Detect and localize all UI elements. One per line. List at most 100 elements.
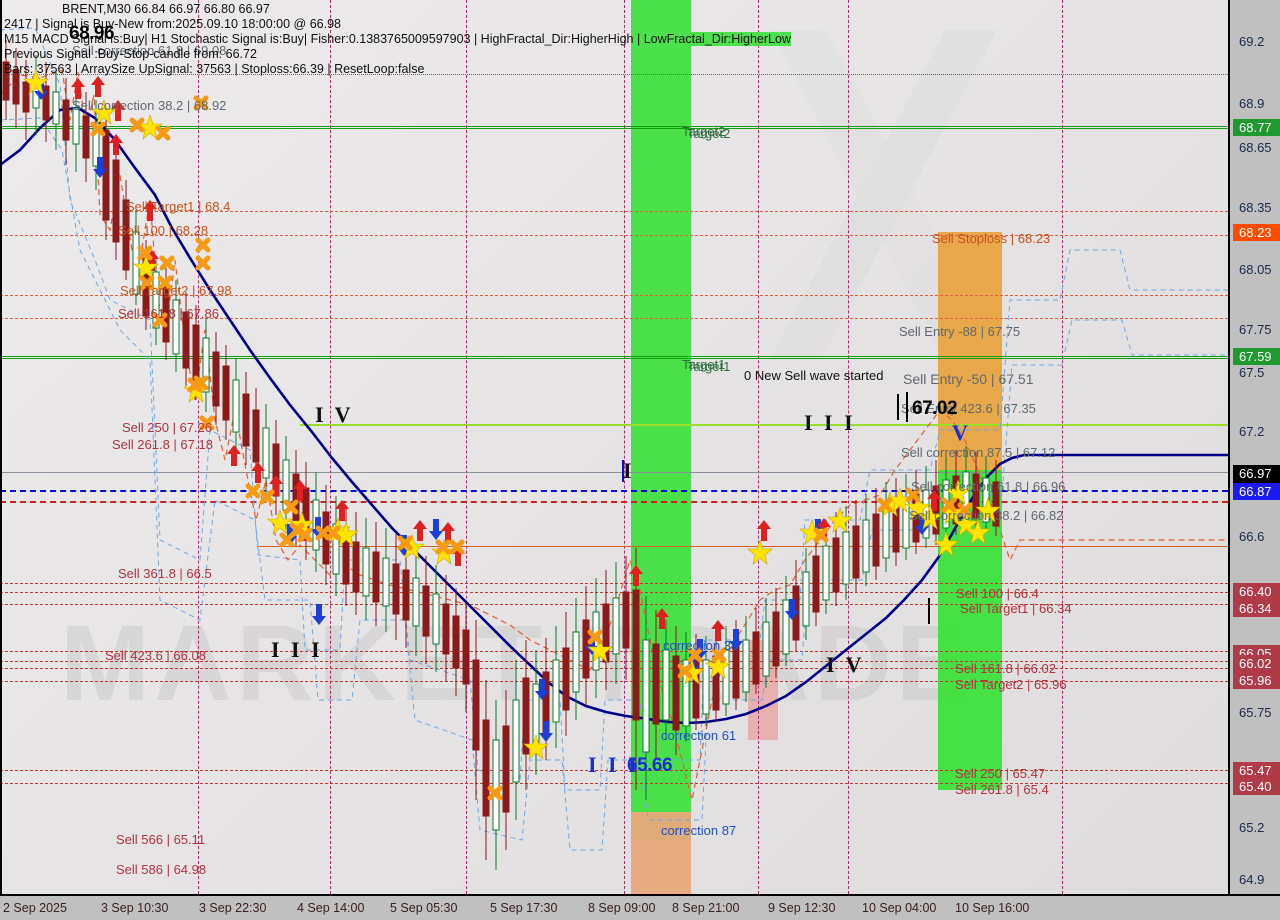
time-axis[interactable]: 2 Sep 2025 3 Sep 10:30 3 Sep 22:30 4 Sep…	[0, 894, 1280, 920]
level-line-66-40	[0, 592, 1228, 593]
annotation-target1-dup: Target1	[687, 359, 731, 374]
day-separator	[198, 0, 199, 894]
level-line-68-77	[0, 126, 1228, 129]
level-label-left: Sell correction 38.2 | 68.92	[72, 98, 227, 113]
wave-label-iii-2: I I I	[804, 410, 856, 435]
x-tick: 10 Sep 16:00	[955, 901, 1030, 915]
level-label-right: Sell 100 | 66.4	[956, 586, 1039, 601]
price-axis[interactable]: 69.2 68.9 68.77 68.65 68.35 68.23 68.05 …	[1228, 0, 1280, 894]
lowfractal-dir-highlight: LowFractal_Dir:HigherLow	[643, 32, 791, 46]
level-label-left: Sell 261.8 | 67.18	[112, 437, 213, 452]
y-tag-red-65-96: 65.96	[1233, 672, 1280, 689]
level-line-68-40	[0, 211, 1228, 212]
day-separator	[758, 0, 759, 894]
annotation-correction-87: correction 87	[661, 823, 737, 838]
level-line-66-97	[0, 472, 1228, 473]
x-tick: 4 Sep 14:00	[297, 901, 365, 915]
y-tag-red-65-40: 65.40	[1233, 778, 1280, 795]
day-separator	[848, 0, 849, 894]
bars-info-line: Bars: 37563 | ArraySize UpSignal: 37563 …	[4, 62, 425, 76]
level-label-right: Sell Target2 | 65.96	[955, 677, 1067, 692]
y-tag-blue-66-87: 66.87	[1233, 483, 1280, 500]
level-label-right: Sell Entry -50 | 67.51	[903, 371, 1034, 387]
wave-label-i: I	[623, 458, 635, 483]
level-line-66-02	[0, 668, 1228, 669]
level-label-left: Sell 161.8 | 67.86	[118, 306, 219, 321]
x-tick: 5 Sep 17:30	[490, 901, 558, 915]
crosshair-marker	[897, 394, 899, 420]
x-tick: 8 Sep 09:00	[588, 901, 656, 915]
level-label-right: Sell Target1 | 66.34	[960, 601, 1072, 616]
y-tag-black-66-97: 66.97	[1233, 465, 1280, 482]
day-separator	[330, 0, 331, 894]
zone-orange-right	[938, 232, 1002, 472]
level-label-right: Sell 261.8 | 65.4	[955, 782, 1049, 797]
y-tick: 67.5	[1239, 365, 1265, 380]
level-line-66-55	[258, 546, 1228, 547]
annotation-correction-61: correction 61	[661, 728, 737, 743]
level-line-67-98	[0, 295, 1228, 296]
price-callout-high: 68.96	[69, 23, 115, 44]
y-tick: 67.2	[1239, 424, 1265, 439]
y-tag-red-66-40: 66.40	[1233, 583, 1280, 600]
y-tag-orange-68-23: 68.23	[1233, 224, 1280, 241]
level-label-right: Sell Entry 423.6 | 67.35	[901, 401, 1036, 416]
zone-orange-bottom	[631, 812, 691, 894]
y-tick: 68.9	[1239, 96, 1265, 111]
y-tick: 68.35	[1239, 200, 1272, 215]
day-separator	[624, 0, 625, 894]
level-label-left: Sell 586 | 64.98	[116, 862, 207, 877]
price-callout-mid: 67.02	[912, 398, 958, 419]
previous-signal-line: Previous Signal :Buy-Stop-candle from: 6…	[4, 47, 257, 61]
wave-label-iv: I V	[315, 402, 354, 427]
level-label-right: Sell correction 38.2 | 66.82	[909, 508, 1064, 523]
level-label-right: Sell correction 87.5 | 67.12	[901, 445, 1056, 460]
crosshair-marker-4	[622, 460, 624, 482]
chart-info-header: BRENT,M30 66.84 66.97 66.80 66.97 2417 |…	[4, 2, 791, 77]
x-tick: 2 Sep 2025	[3, 901, 67, 915]
y-tick: 68.05	[1239, 262, 1272, 277]
level-label-right: Sell Entry -88 | 67.75	[899, 324, 1021, 339]
level-label-right: Sell 250 | 65.47	[955, 766, 1046, 781]
y-tick: 66.6	[1239, 529, 1265, 544]
y-tick: 64.9	[1239, 872, 1265, 887]
level-label-left: Sell 100 | 68.28	[118, 223, 209, 238]
symbol-ohlc-line: BRENT,M30 66.84 66.97 66.80 66.97	[62, 2, 270, 16]
annotation-target2: Target2	[682, 124, 726, 139]
level-line-66-05	[0, 661, 1228, 662]
level-label-left: Sell 423.6 | 66.08	[105, 648, 206, 663]
price-series-layer	[0, 27, 1228, 870]
wave-label-iii: I I I	[271, 637, 323, 662]
day-separator	[1062, 0, 1063, 894]
annotation-new-sell-wave: 0 New Sell wave started	[744, 368, 884, 383]
level-label-left: Sell Target1 | 68.4	[126, 199, 231, 214]
buy-arrow-group	[34, 79, 929, 742]
x-tick: 8 Sep 21:00	[672, 901, 740, 915]
level-label-right: Sell correction 61.8 | 66.96	[911, 479, 1066, 494]
day-separator	[466, 0, 467, 894]
x-tick: 3 Sep 10:30	[101, 901, 169, 915]
indicators-line: M15 MACD Signal is:Buy| H1 Stochastic Si…	[4, 32, 791, 47]
level-line-69-08	[0, 74, 1228, 75]
x-tick: 3 Sep 22:30	[199, 901, 267, 915]
annotation-target1: Target1	[682, 357, 726, 372]
y-tick: 69.2	[1239, 34, 1265, 49]
level-line-66-87	[0, 490, 1228, 492]
x-tick: 9 Sep 12:30	[768, 901, 836, 915]
y-tag-red-66-02: 66.02	[1233, 655, 1280, 672]
wave-label-iv-2: I V	[826, 652, 865, 677]
level-line-65-40	[0, 783, 1228, 784]
zone-green-main	[631, 0, 691, 840]
level-line-65-96	[0, 681, 1228, 682]
cross-marker-group	[90, 95, 973, 801]
level-label-left: Sell correction 61.8 | 69.08	[72, 43, 227, 58]
chart-plot-area[interactable]: MARKET TRADE	[0, 0, 1228, 894]
price-callout-low: 65.66	[627, 755, 673, 776]
y-tag-green-68-77: 68.77	[1233, 119, 1280, 136]
level-line-67-59	[0, 356, 1228, 359]
y-tag-green-67-59: 67.59	[1233, 348, 1280, 365]
annotation-correction-38: correction 38	[663, 638, 739, 653]
indicators-text: M15 MACD Signal is:Buy| H1 Stochastic Si…	[4, 32, 644, 46]
signal-line: 2417 | Signal is Buy-New from:2025.09.10…	[4, 17, 341, 31]
level-label-left: Sell 566 | 65.11	[116, 832, 206, 847]
